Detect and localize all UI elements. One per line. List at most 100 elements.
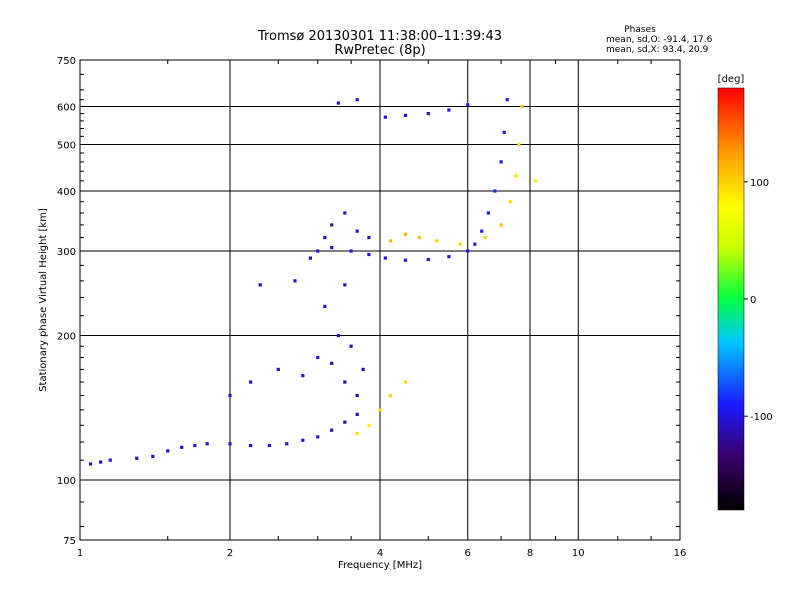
data-point [166, 449, 170, 453]
data-point [447, 255, 451, 259]
data-point [458, 242, 463, 246]
x-tick-label: 4 [377, 548, 383, 559]
data-point [388, 239, 393, 243]
data-point [108, 458, 112, 462]
data-point [330, 245, 334, 250]
phase-stats-x: mean, sd,X: 93.4, 20.9 [606, 45, 709, 55]
data-point [285, 442, 289, 446]
data-point [447, 108, 451, 112]
data-point [316, 355, 320, 360]
x-tick-label: 8 [527, 548, 533, 559]
colorbar-tick-labels: 100 0 -100 [744, 178, 773, 423]
colorbar [717, 87, 745, 511]
data-point [473, 242, 477, 246]
data-point [349, 344, 353, 348]
data-point [323, 304, 327, 309]
data-points [88, 98, 537, 466]
y-tick-label: 300 [57, 247, 76, 258]
x-tick-label: 6 [465, 548, 471, 559]
data-point [151, 454, 155, 459]
data-point [383, 256, 387, 260]
y-tick-label: 100 [57, 476, 76, 487]
data-point [426, 257, 430, 262]
data-point [336, 101, 340, 105]
data-point [426, 111, 430, 116]
data-point [367, 235, 371, 240]
data-point [249, 443, 253, 448]
data-point [514, 174, 518, 178]
x-axis-label: Frequency [MHz] [338, 560, 422, 571]
data-point [330, 223, 334, 227]
data-point [499, 223, 503, 227]
data-point [486, 211, 490, 215]
plot-frame [79, 59, 681, 541]
data-point [505, 98, 509, 102]
data-point [355, 98, 359, 102]
y-tick-label: 75 [63, 536, 76, 547]
data-point [355, 431, 359, 436]
data-point [355, 393, 359, 398]
data-point [517, 142, 521, 147]
data-point [228, 393, 232, 398]
data-point [508, 200, 512, 204]
data-point [403, 232, 408, 236]
data-point [316, 249, 320, 253]
data-point [480, 229, 484, 233]
x-tick-label: 16 [674, 548, 687, 559]
x-tick-labels: 1 2 4 6 8 10 16 [77, 548, 687, 559]
data-point [330, 361, 334, 365]
data-point [502, 130, 506, 134]
colorbar-tick-label: 0 [750, 295, 756, 306]
data-point [520, 104, 524, 109]
x-tick-label: 2 [227, 548, 233, 559]
gridlines [80, 60, 680, 540]
data-point [403, 380, 408, 384]
data-point [417, 235, 422, 240]
colorbar-tick-label: 100 [750, 178, 769, 189]
y-axis-label: Stationary phase Virtual Height [km] [38, 208, 49, 392]
data-point [258, 283, 262, 287]
data-point [349, 249, 353, 253]
data-point [403, 113, 408, 117]
y-tick-label: 600 [57, 103, 76, 114]
colorbar-tick-label: -100 [750, 412, 773, 423]
data-point [316, 435, 320, 439]
data-point [343, 283, 347, 287]
phase-stats-heading: Phases [624, 25, 656, 35]
data-point [367, 252, 371, 257]
data-point [180, 445, 184, 449]
y-tick-labels: 75 100 200 300 400 500 600 750 [57, 56, 76, 547]
y-tick-label: 750 [57, 56, 76, 67]
data-point [361, 367, 365, 372]
y-tick-label: 500 [57, 141, 76, 152]
phase-stats-o: mean, sd,O: -91.4, 17.6 [606, 35, 713, 45]
data-point [435, 239, 439, 243]
data-point [228, 442, 232, 446]
data-point [499, 160, 503, 164]
data-point [330, 428, 334, 432]
data-point [343, 380, 347, 384]
data-point [378, 408, 382, 412]
data-point [267, 443, 272, 448]
data-point [466, 249, 470, 253]
data-point [466, 103, 470, 107]
data-point [383, 115, 387, 119]
data-point [323, 235, 327, 240]
data-point [493, 189, 497, 193]
colorbar-label: [deg] [718, 74, 745, 85]
data-point [343, 211, 347, 215]
data-point [301, 374, 305, 378]
data-point [88, 462, 93, 466]
data-point [355, 229, 359, 233]
data-point [193, 443, 197, 448]
x-tick-label: 10 [572, 548, 585, 559]
data-point [276, 367, 280, 372]
data-point [483, 235, 487, 240]
data-point [249, 380, 253, 384]
data-point [336, 333, 340, 338]
data-point [308, 256, 313, 260]
data-point [301, 438, 305, 442]
y-tick-label: 400 [57, 187, 76, 198]
data-point [343, 420, 347, 424]
